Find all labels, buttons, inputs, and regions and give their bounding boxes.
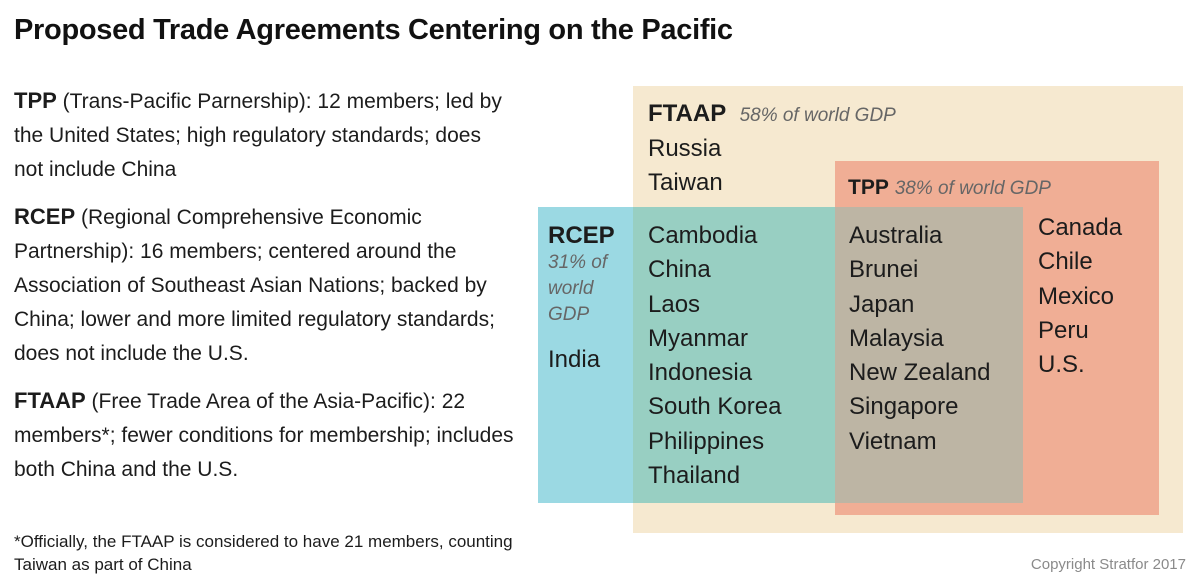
rcep-gdp-share: 31% of world GDP (548, 250, 615, 328)
rcep-label: RCEP 31% of world GDP (548, 222, 615, 328)
country-item: Laos (648, 290, 701, 318)
ftaap-gdp-share: 58% of world GDP (739, 105, 896, 126)
rcep-name: RCEP (548, 222, 615, 249)
ftaap-only-list: Russia Taiwan (648, 132, 723, 201)
tpp-gdp-share: 38% of world GDP (894, 178, 1051, 199)
ftaap-label: FTAAP 58% of world GDP (648, 100, 896, 128)
country-item: Japan (849, 290, 915, 318)
ftaap-name: FTAAP (648, 100, 727, 127)
country-item: Taiwan (648, 169, 723, 197)
all-three-list: Australia Brunei Japan Malaysia New Zeal… (849, 219, 990, 459)
country-item: Indonesia (648, 359, 753, 387)
tpp-description-text: (Trans-Pacific Parnership): 12 members; … (14, 90, 502, 181)
copyright: Copyright Stratfor 2017 (1030, 556, 1186, 573)
country-item: India (548, 346, 601, 373)
rcep-only-list: India (548, 343, 600, 377)
country-item: Peru (1038, 316, 1089, 344)
tpp-abbr: TPP (14, 88, 57, 113)
country-item: Russia (648, 135, 722, 162)
footnote: *Officially, the FTAAP is considered to … (14, 532, 513, 574)
ftaap-description-text: (Free Trade Area of the Asia-Pacific): 2… (14, 390, 514, 481)
ftaap-description: FTAAP (Free Trade Area of the Asia-Pacif… (14, 384, 514, 487)
rcep-abbr: RCEP (14, 204, 76, 229)
tpp-label: TPP 38% of world GDP (848, 176, 1051, 200)
country-item: Vietnam (849, 427, 937, 455)
country-item: Malaysia (849, 324, 944, 352)
country-item: China (648, 256, 711, 284)
rcep-gdp-share-line: world (548, 278, 594, 299)
country-item: Cambodia (648, 222, 758, 249)
tpp-description: TPP (Trans-Pacific Parnership): 12 membe… (14, 84, 514, 187)
ftaap-abbr: FTAAP (14, 388, 86, 413)
rcep-ftaap-list: Cambodia China Laos Myanmar Indonesia So… (648, 219, 781, 493)
country-item: South Korea (648, 393, 782, 421)
country-item: Canada (1038, 214, 1123, 241)
all-three-overlap-region (835, 207, 1023, 503)
page-title: Proposed Trade Agreements Centering on t… (14, 14, 733, 46)
country-item: Singapore (849, 393, 959, 421)
country-item: Chile (1038, 248, 1093, 276)
tpp-ftaap-list: Canada Chile Mexico Peru U.S. (1038, 211, 1122, 382)
rcep-description: RCEP (Regional Comprehensive Economic Pa… (14, 200, 514, 371)
country-item: Brunei (849, 256, 919, 284)
tpp-name: TPP (848, 176, 889, 199)
country-item: New Zealand (849, 359, 991, 387)
rcep-gdp-share-line: 31% of (548, 252, 608, 273)
rcep-description-text: (Regional Comprehensive Economic Partner… (14, 206, 495, 365)
rcep-ftaap-overlap-region (633, 207, 835, 503)
country-item: Mexico (1038, 282, 1115, 310)
rcep-gdp-share-line: GDP (548, 304, 590, 325)
country-item: Myanmar (648, 324, 749, 352)
country-item: Philippines (648, 427, 765, 455)
country-item: U.S. (1038, 351, 1085, 379)
country-item: Australia (849, 222, 943, 249)
country-item: Thailand (648, 462, 741, 490)
